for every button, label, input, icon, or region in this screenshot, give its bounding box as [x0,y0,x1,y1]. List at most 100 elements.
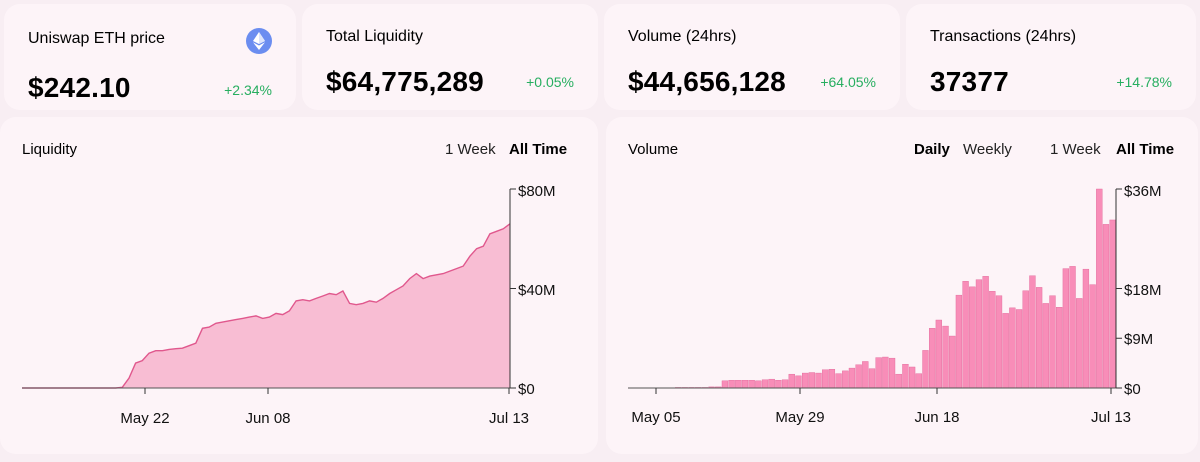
volume-bar [728,380,735,389]
stat-card-total-liquidity: Total Liquidity $64,775,289 +0.05% [302,4,598,110]
volume-x-tick-may-05: May 05 [631,409,680,426]
volume-bar [1096,188,1103,389]
volume-bar [768,378,775,389]
eth-price-change: +2.34% [224,82,272,98]
volume-24h-value: $44,656,128 [628,66,786,97]
eth-price-title: Uniswap ETH price [28,30,165,47]
volume-range-1-week[interactable]: 1 Week [1050,141,1101,158]
liquidity-area-fill [22,223,510,388]
volume-bar [975,279,983,389]
volume-bar [1102,224,1110,389]
volume-chart-card: Volume Daily Weekly 1 Week All Time $36M… [606,117,1198,454]
volume-bar [755,380,762,389]
volume-bar [1062,268,1070,389]
volume-chart-title: Volume [628,141,679,158]
volume-x-tick-jun-18: Jun 18 [914,409,959,426]
volume-bar [761,379,769,389]
volume-bar [1089,284,1096,389]
volume-bar [908,366,916,389]
volume-bar [955,294,963,389]
volume-bar [748,380,755,389]
volume-bar [962,281,969,389]
volume-bar [1082,268,1090,389]
total-liquidity-title: Total Liquidity [326,28,423,45]
transactions-change: +14.78% [1116,74,1172,90]
volume-bar [922,350,929,389]
volume-bar [1009,307,1016,389]
volume-24h-change: +64.05% [820,74,876,90]
volume-bar [1076,298,1083,389]
volume-bar [815,372,822,389]
volume-bar [775,380,782,389]
volume-range-all-time[interactable]: All Time [1116,141,1175,158]
volume-bar [982,276,989,389]
liquidity-y-tick-40m: $40M [518,282,556,299]
liquidity-y-tick-80m: $80M [518,183,556,200]
volume-y-tick-0: $0 [1124,381,1141,398]
volume-bar [795,375,802,389]
volume-bar [1069,266,1076,389]
stat-card-eth-price: Uniswap ETH price $242.10 +2.34% [4,4,296,110]
volume-bar [802,372,809,389]
volume-bar [902,364,909,389]
volume-bar [862,361,869,389]
volume-chart[interactable]: $36M $18M $9M $0 May 05 May 29 Jun 18 Ju… [606,117,1198,454]
volume-bar [895,373,902,389]
volume-bar [855,364,862,389]
transactions-value: 37377 [930,66,1009,97]
liquidity-range-all-time[interactable]: All Time [509,141,568,158]
volume-bar [822,369,829,389]
volume-interval-weekly[interactable]: Weekly [963,141,1012,158]
volume-bar [1042,303,1049,389]
volume-bar [929,328,936,389]
volume-bar [721,380,729,389]
total-liquidity-change: +0.05% [526,74,574,90]
stat-card-transactions: Transactions (24hrs) 37377 +14.78% [906,4,1196,110]
liquidity-range-1-week[interactable]: 1 Week [445,141,496,158]
volume-bar [969,286,976,389]
ethereum-icon [246,28,272,54]
liquidity-x-tick-jul-13: Jul 13 [489,410,529,427]
volume-bar [942,325,949,389]
volume-bar [875,357,882,389]
volume-bar [848,367,856,389]
liquidity-chart[interactable]: $80M $40M $0 May 22 Jun 08 Jul 13 [0,117,598,454]
volume-bar [1109,219,1116,389]
stat-card-volume: Volume (24hrs) $44,656,128 +64.05% [604,4,900,110]
volume-x-tick-may-29: May 29 [775,409,824,426]
volume-bar [1049,295,1056,389]
volume-bar [828,369,836,389]
liquidity-chart-card: Liquidity 1 Week All Time $80M $40M $0 M… [0,117,598,454]
volume-interval-daily[interactable]: Daily [914,141,950,158]
volume-x-tick-jul-13: Jul 13 [1091,409,1131,426]
volume-bar [781,379,789,389]
volume-bar [989,291,996,389]
volume-bar [868,368,876,389]
volume-bar [1002,313,1009,389]
volume-y-tick-9m: $9M [1124,331,1153,348]
volume-bar [735,380,742,389]
volume-bar [888,357,896,389]
volume-bar [949,335,956,389]
volume-bar [842,370,849,389]
total-liquidity-value: $64,775,289 [326,66,484,97]
liquidity-x-tick-jun-08: Jun 08 [245,410,290,427]
volume-y-tick-36m: $36M [1124,183,1162,200]
volume-bar [995,295,1003,389]
volume-24h-title: Volume (24hrs) [628,28,737,45]
volume-bar [1015,309,1023,389]
volume-bar [1022,290,1029,389]
volume-bar [1035,287,1043,389]
volume-bar [935,319,942,389]
volume-bar [1056,307,1063,389]
volume-bar [835,373,842,389]
volume-y-tick-18m: $18M [1124,282,1162,299]
volume-bar [741,380,749,389]
volume-bar [808,372,815,389]
liquidity-chart-title: Liquidity [22,141,78,158]
volume-bar [915,373,922,389]
volume-bar [1029,275,1036,389]
liquidity-y-tick-0: $0 [518,381,535,398]
volume-bar [788,373,795,389]
eth-price-value: $242.10 [28,72,131,103]
